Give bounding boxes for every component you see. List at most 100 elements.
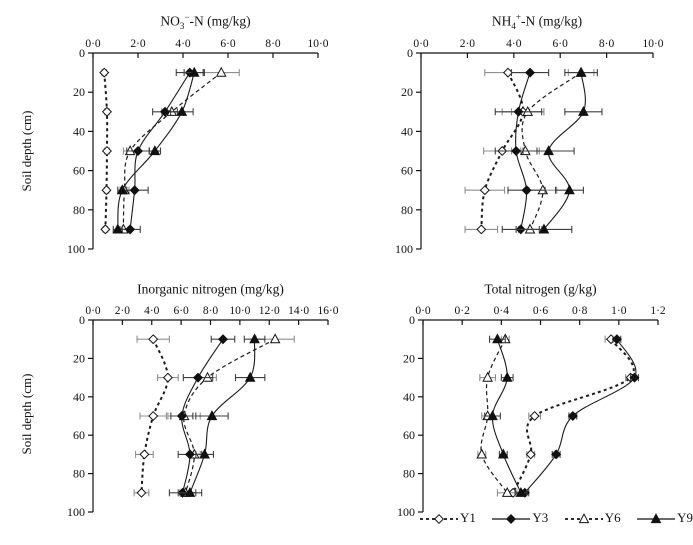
x-tick-label: 0·0 bbox=[413, 38, 429, 50]
filled-diamond-marker bbox=[513, 106, 524, 117]
x-tick-label: 0·2 bbox=[454, 305, 470, 317]
open-triangle-marker bbox=[520, 145, 531, 156]
open-triangle-marker bbox=[124, 145, 136, 156]
filled-diamond-marker bbox=[184, 449, 195, 460]
open-diamond-marker bbox=[148, 334, 159, 345]
x-tick-label: 14·0 bbox=[288, 305, 309, 317]
y-tick-label: 60 bbox=[401, 164, 413, 178]
filled-diamond-marker bbox=[525, 67, 536, 78]
solid-filled-diamond-legend-glyph bbox=[492, 513, 531, 525]
x-tick-label: 4·0 bbox=[144, 305, 160, 317]
open-diamond-marker bbox=[101, 106, 112, 117]
open-diamond-marker bbox=[99, 67, 110, 78]
filled-triangle-marker bbox=[176, 105, 188, 116]
filled-triangle-marker bbox=[188, 66, 200, 77]
series-line-Y6 bbox=[183, 338, 276, 493]
filled-triangle-marker bbox=[112, 223, 124, 234]
x-tick-label: 12·0 bbox=[259, 305, 280, 317]
chart-inorganic-n: 0·0 2·0 4·0 6·0 8·0 10·0 12·0 14·0 16·0 0 20 40 60 80… bbox=[67, 305, 339, 519]
series-Y9 bbox=[177, 333, 266, 497]
filled-diamond-marker bbox=[629, 372, 640, 383]
filled-triangle-marker bbox=[116, 184, 128, 195]
filled-diamond-marker bbox=[129, 185, 140, 196]
open-diamond-marker bbox=[101, 185, 112, 196]
y-tick-label: 0 bbox=[79, 313, 85, 327]
x-tick-label: 8·0 bbox=[203, 305, 219, 317]
series-Y1 bbox=[133, 334, 179, 498]
filled-triangle-marker bbox=[497, 448, 509, 459]
x-tick-label: 0·0 bbox=[85, 305, 101, 317]
filled-triangle-marker bbox=[538, 223, 550, 234]
open-triangle-marker bbox=[524, 223, 536, 234]
open-diamond-marker bbox=[139, 449, 150, 460]
x-tick-label: 16·0 bbox=[317, 305, 338, 317]
open-diamond-marker bbox=[529, 410, 540, 422]
open-triangle-marker bbox=[166, 105, 178, 116]
x-tick-label: 1·2 bbox=[650, 305, 666, 317]
chart-title-nh4n: NH4+-N (mg/kg) bbox=[421, 12, 653, 31]
open-triangle-marker bbox=[476, 448, 488, 459]
filled-diamond-marker bbox=[193, 372, 204, 383]
legend-label: Y9 bbox=[677, 510, 693, 525]
series-Y6 bbox=[167, 333, 295, 497]
filled-diamond-marker bbox=[506, 513, 517, 525]
series-Y9 bbox=[112, 66, 205, 234]
filled-triangle-marker bbox=[650, 513, 662, 524]
filled-triangle-marker bbox=[206, 410, 218, 421]
title-superscript: − bbox=[184, 12, 190, 22]
title-text: Total nitrogen (g/kg) bbox=[484, 281, 597, 297]
y-tick-label: 40 bbox=[73, 124, 85, 138]
chart-title-no3n: NO3−-N (mg/kg) bbox=[93, 12, 318, 31]
y-tick-label: 60 bbox=[73, 164, 85, 178]
y-tick-label: 80 bbox=[403, 467, 415, 481]
filled-diamond-marker bbox=[176, 410, 187, 422]
legend-label: Y3 bbox=[532, 510, 549, 525]
filled-diamond-marker bbox=[159, 106, 171, 117]
title-subscript: 3 bbox=[179, 21, 185, 32]
title-text: NH bbox=[491, 13, 512, 29]
open-triangle-marker bbox=[215, 66, 227, 77]
x-tick-label: 4·0 bbox=[506, 38, 522, 50]
open-triangle-marker bbox=[522, 105, 534, 116]
legend-item-Y6: Y6 bbox=[564, 510, 621, 526]
axes bbox=[88, 52, 319, 250]
y-tick-label: 40 bbox=[73, 390, 85, 404]
chart-title-inorganic-n: Inorganic nitrogen (mg/kg) bbox=[93, 280, 328, 299]
x-tick-label: 0·0 bbox=[415, 305, 431, 317]
filled-diamond-marker bbox=[511, 145, 522, 157]
series-Y9 bbox=[515, 66, 603, 234]
series-line-Y3 bbox=[524, 338, 637, 494]
x-tick-label: 2·0 bbox=[460, 38, 476, 50]
filled-diamond-marker bbox=[611, 334, 622, 345]
y-tick-label: 60 bbox=[403, 428, 415, 442]
filled-diamond-marker bbox=[567, 410, 578, 422]
title-text: -N (mg/kg) bbox=[520, 13, 583, 29]
axes bbox=[88, 319, 329, 513]
y-tick-label: 20 bbox=[73, 85, 85, 99]
legend-label: Y6 bbox=[604, 510, 621, 525]
open-diamond-marker bbox=[433, 513, 445, 525]
dashed-open-triangle-legend-glyph bbox=[564, 513, 603, 524]
legend: Y1 Y3 Y6 Y9 bbox=[419, 506, 693, 530]
chart-nh4n: 0·0 2·0 4·0 6·0 8·0 10·0 0 20 40 60 80 100 bbox=[395, 38, 664, 256]
x-tick-label: 10·0 bbox=[229, 305, 250, 317]
title-text: Inorganic nitrogen (mg/kg) bbox=[137, 281, 284, 297]
open-diamond-marker bbox=[479, 185, 490, 196]
filled-triangle-marker bbox=[184, 486, 196, 497]
y-tick-label: 100 bbox=[67, 505, 85, 519]
title-text: -N (mg/kg) bbox=[189, 13, 251, 29]
x-tick-label: 0·6 bbox=[533, 305, 549, 317]
y-tick-label: 80 bbox=[73, 467, 85, 481]
series-Y1 bbox=[99, 67, 112, 235]
y-tick-label: 40 bbox=[403, 390, 415, 404]
x-tick-label: 0·0 bbox=[85, 38, 101, 50]
open-triangle-marker bbox=[578, 513, 590, 524]
open-triangle-marker bbox=[482, 371, 493, 382]
series-Y9 bbox=[484, 333, 528, 497]
y-tick-label: 20 bbox=[401, 85, 413, 99]
open-triangle-marker bbox=[202, 371, 213, 382]
title-text: NO bbox=[160, 13, 180, 29]
x-tick-label: 0·4 bbox=[494, 305, 510, 317]
filled-diamond-marker bbox=[125, 224, 136, 235]
